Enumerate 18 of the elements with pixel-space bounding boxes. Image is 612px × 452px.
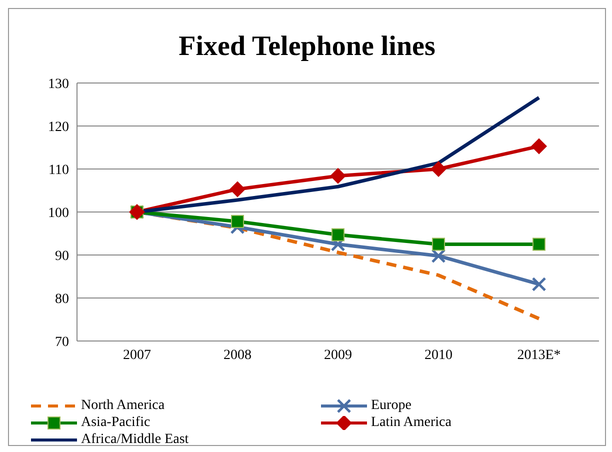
x-tick-label: 2009 (324, 348, 352, 363)
y-tick-label: 80 (55, 292, 69, 307)
legend-label: Latin America (371, 414, 452, 431)
x-tick-label: 2010 (424, 348, 452, 363)
legend-label: Africa/Middle East (81, 431, 189, 448)
y-tick-label: 70 (55, 334, 69, 350)
x-tick-label: 2008 (224, 348, 252, 363)
y-tick-label: 130 (48, 76, 69, 92)
y-tick-label: 90 (55, 248, 69, 264)
x-tick-label: 2013E* (517, 348, 561, 363)
legend-label: North America (81, 397, 165, 414)
y-tick-label: 110 (48, 162, 69, 178)
y-tick-label: 120 (48, 120, 69, 135)
x-tick-label: 2007 (123, 348, 151, 363)
legend-label: Europe (371, 397, 412, 414)
chart-title: Fixed Telephone lines (178, 31, 436, 64)
legend-label: Asia-Pacific (81, 414, 150, 431)
y-tick-label: 100 (48, 206, 69, 221)
